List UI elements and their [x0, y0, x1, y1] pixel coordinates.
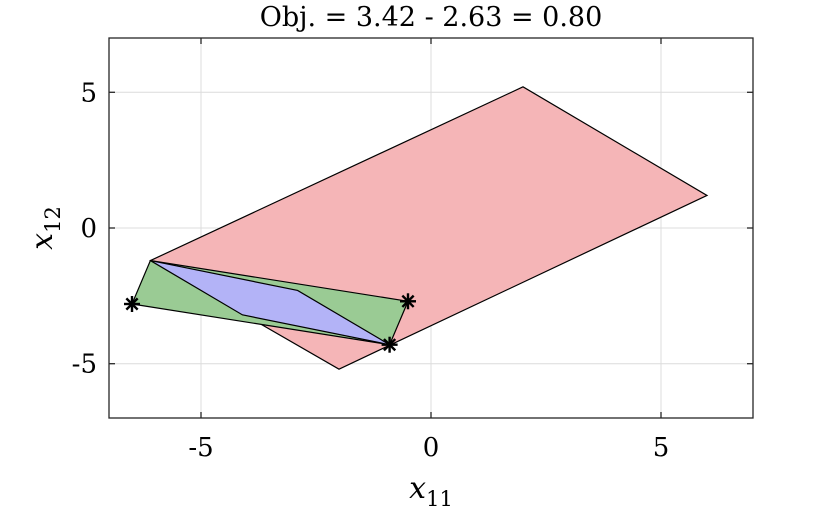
asterisk-marker [381, 336, 398, 353]
x-tick-label: -5 [188, 433, 213, 463]
marker-layer [124, 293, 416, 353]
polygon-layer [131, 86, 709, 370]
x-tick-label: 5 [653, 433, 670, 463]
y-tick-label: 5 [80, 78, 97, 108]
x-tick-label: 0 [423, 433, 440, 463]
chart-title: Obj. = 3.42 - 2.63 = 0.80 [260, 2, 603, 33]
tick-layer: -5 0 5 -5 0 5 [72, 38, 753, 463]
polygon-1 [149, 86, 709, 370]
asterisk-marker [124, 296, 140, 312]
y-axis-label-subscript: 12 [41, 206, 65, 233]
y-axis-label: x12 [25, 206, 65, 250]
y-axis-label-base: x [25, 233, 60, 250]
y-tick-label: -5 [72, 350, 97, 380]
y-tick-label: 0 [80, 214, 97, 244]
x-axis-label-base: x [409, 471, 426, 506]
x-axis-label: x11 [409, 471, 453, 511]
asterisk-marker [400, 293, 416, 310]
x-axis-label-subscript: 11 [426, 487, 453, 511]
